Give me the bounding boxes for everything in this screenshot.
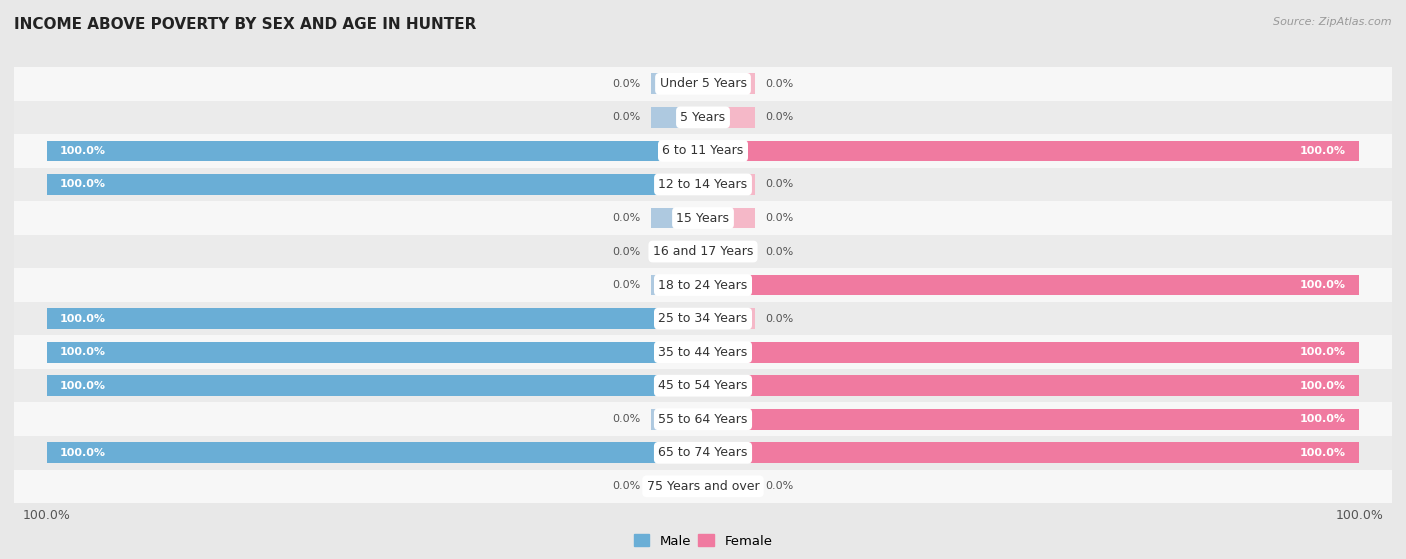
Text: 0.0%: 0.0%: [613, 280, 641, 290]
Text: 5 Years: 5 Years: [681, 111, 725, 124]
Bar: [651, 274, 703, 296]
Text: 45 to 54 Years: 45 to 54 Years: [658, 379, 748, 392]
Text: 0.0%: 0.0%: [765, 179, 793, 190]
Text: 0.0%: 0.0%: [765, 79, 793, 89]
Bar: [14, 268, 1392, 302]
Text: 100.0%: 100.0%: [60, 448, 105, 458]
Bar: [703, 274, 1360, 296]
Bar: [703, 174, 755, 195]
Bar: [46, 308, 703, 329]
Bar: [14, 470, 1392, 503]
Bar: [14, 134, 1392, 168]
Bar: [651, 107, 703, 128]
Text: 25 to 34 Years: 25 to 34 Years: [658, 312, 748, 325]
Text: 0.0%: 0.0%: [613, 481, 641, 491]
Text: 100.0%: 100.0%: [60, 347, 105, 357]
Bar: [703, 140, 1360, 162]
Bar: [46, 174, 703, 195]
Text: 15 Years: 15 Years: [676, 211, 730, 225]
Text: 100.0%: 100.0%: [60, 146, 105, 156]
Text: 0.0%: 0.0%: [613, 213, 641, 223]
Bar: [14, 235, 1392, 268]
Text: 0.0%: 0.0%: [765, 314, 793, 324]
Text: 55 to 64 Years: 55 to 64 Years: [658, 413, 748, 426]
Text: 100.0%: 100.0%: [1301, 381, 1346, 391]
Bar: [703, 73, 755, 94]
Bar: [651, 73, 703, 94]
Text: 100.0%: 100.0%: [1301, 448, 1346, 458]
Text: 0.0%: 0.0%: [613, 247, 641, 257]
Text: 75 Years and over: 75 Years and over: [647, 480, 759, 493]
Bar: [703, 107, 755, 128]
Text: 65 to 74 Years: 65 to 74 Years: [658, 446, 748, 459]
Text: 6 to 11 Years: 6 to 11 Years: [662, 144, 744, 158]
Bar: [651, 409, 703, 430]
Bar: [14, 369, 1392, 402]
Text: 0.0%: 0.0%: [765, 247, 793, 257]
Bar: [703, 442, 1360, 463]
Bar: [46, 375, 703, 396]
Bar: [703, 409, 1360, 430]
Bar: [14, 335, 1392, 369]
Text: 16 and 17 Years: 16 and 17 Years: [652, 245, 754, 258]
Text: 0.0%: 0.0%: [613, 79, 641, 89]
Text: Under 5 Years: Under 5 Years: [659, 77, 747, 91]
Bar: [14, 436, 1392, 470]
Bar: [14, 168, 1392, 201]
Text: 12 to 14 Years: 12 to 14 Years: [658, 178, 748, 191]
Bar: [651, 207, 703, 229]
Text: 18 to 24 Years: 18 to 24 Years: [658, 278, 748, 292]
Text: 0.0%: 0.0%: [765, 213, 793, 223]
Bar: [46, 442, 703, 463]
Bar: [14, 302, 1392, 335]
Bar: [14, 67, 1392, 101]
Text: 100.0%: 100.0%: [60, 381, 105, 391]
Bar: [14, 201, 1392, 235]
Bar: [651, 476, 703, 497]
Text: 100.0%: 100.0%: [1301, 280, 1346, 290]
Bar: [703, 308, 755, 329]
Bar: [703, 375, 1360, 396]
Bar: [14, 101, 1392, 134]
Bar: [703, 476, 755, 497]
Text: 100.0%: 100.0%: [60, 314, 105, 324]
Text: 100.0%: 100.0%: [1301, 146, 1346, 156]
Text: 0.0%: 0.0%: [765, 112, 793, 122]
Bar: [703, 241, 755, 262]
Text: 0.0%: 0.0%: [613, 414, 641, 424]
Bar: [703, 342, 1360, 363]
Bar: [703, 207, 755, 229]
Text: INCOME ABOVE POVERTY BY SEX AND AGE IN HUNTER: INCOME ABOVE POVERTY BY SEX AND AGE IN H…: [14, 17, 477, 32]
Text: 0.0%: 0.0%: [765, 481, 793, 491]
Text: 100.0%: 100.0%: [1301, 347, 1346, 357]
Text: 0.0%: 0.0%: [613, 112, 641, 122]
Bar: [46, 342, 703, 363]
Text: Source: ZipAtlas.com: Source: ZipAtlas.com: [1274, 17, 1392, 27]
Text: 35 to 44 Years: 35 to 44 Years: [658, 345, 748, 359]
Bar: [651, 241, 703, 262]
Bar: [14, 402, 1392, 436]
Text: 100.0%: 100.0%: [1301, 414, 1346, 424]
Bar: [46, 140, 703, 162]
Legend: Male, Female: Male, Female: [628, 529, 778, 553]
Text: 100.0%: 100.0%: [60, 179, 105, 190]
